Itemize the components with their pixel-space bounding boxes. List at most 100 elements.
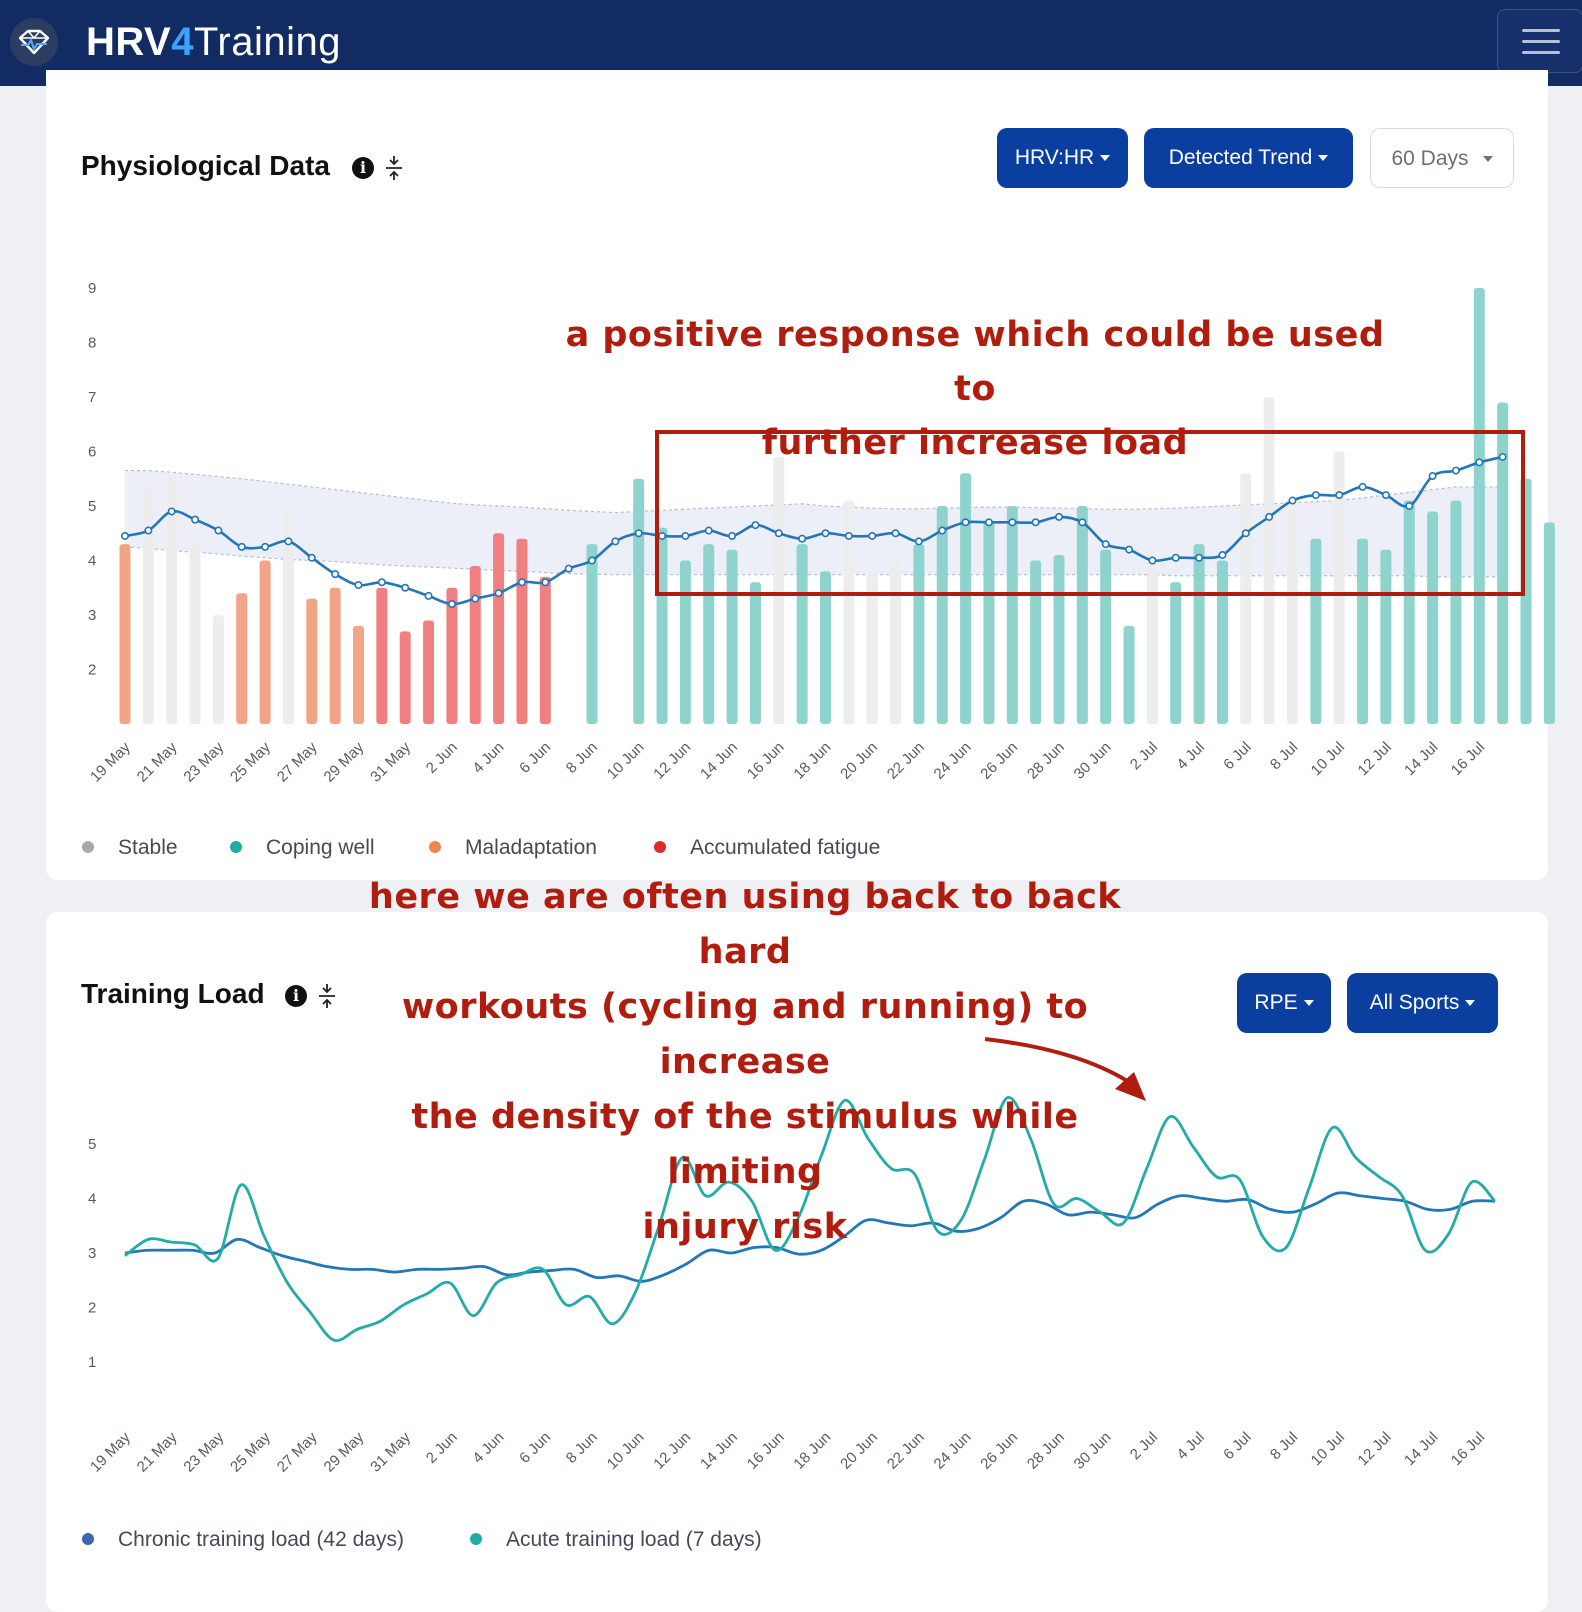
bar-coping [1123, 625, 1135, 724]
rpe-dropdown-button[interactable]: RPE [1237, 973, 1331, 1033]
trend-dropdown-button[interactable]: Detected Trend [1144, 128, 1353, 188]
bar-fatigue [469, 565, 481, 724]
caret-down-icon [1303, 1000, 1314, 1007]
x-tick-label: 8 Jul [1267, 1429, 1301, 1463]
x-tick-label: 16 Jul [1448, 1429, 1488, 1469]
trend-point [354, 581, 363, 590]
trend-point [587, 556, 596, 565]
app-logo-icon[interactable] [10, 18, 58, 66]
x-tick-label: 16 Jun [744, 1429, 788, 1473]
annotation-line: injury risk [642, 1207, 848, 1247]
y-tick-label: 8 [88, 335, 96, 352]
y-tick-label: 1 [88, 1354, 96, 1371]
annotation-back-to-back: here we are often using back to back har… [330, 870, 1160, 1255]
caret-down-icon [1100, 155, 1111, 162]
y-tick-label: 9 [88, 280, 96, 297]
bar-fatigue [376, 587, 388, 724]
bar-maladaptation [259, 560, 271, 724]
x-tick-label: 2 Jun [423, 1429, 461, 1467]
trend-point [494, 589, 503, 598]
x-tick-label: 6 Jun [516, 1429, 554, 1467]
caret-down-icon [1318, 155, 1329, 162]
bar-fatigue [399, 631, 411, 724]
legend-dot-acute [470, 1533, 482, 1545]
x-tick-label: 27 May [274, 1428, 321, 1475]
bar-coping [679, 560, 691, 724]
legend-accumulated-fatigue[interactable]: Accumulated fatigue [690, 836, 881, 859]
hamburger-menu-button[interactable] [1497, 9, 1582, 73]
menu-icon [1522, 40, 1560, 43]
trend-point [471, 594, 480, 603]
bar-fatigue [423, 620, 435, 724]
brand-title[interactable]: HRV4Training [86, 16, 341, 68]
annotation-line: here we are often using back to back har… [368, 877, 1122, 972]
x-tick-label: 10 Jun [604, 1429, 648, 1473]
bar-stable [142, 484, 154, 724]
bar-maladaptation [353, 625, 364, 724]
info-icon[interactable]: i [352, 157, 374, 179]
x-tick-label: 19 May [87, 1428, 134, 1475]
x-tick-label: 21 May [134, 1428, 181, 1475]
bar-coping [1053, 555, 1065, 724]
x-tick-label: 6 Jul [1220, 1429, 1254, 1463]
legend-coping-well[interactable]: Coping well [266, 836, 375, 859]
x-tick-label: 12 Jun [650, 1429, 694, 1473]
y-tick-label: 2 [88, 662, 96, 679]
trend-point [214, 526, 223, 535]
trend-point [424, 591, 433, 600]
x-tick-label: 24 Jun [931, 1429, 975, 1473]
bar-coping [1030, 560, 1042, 724]
trend-point [401, 583, 410, 592]
training-load-title: Training Load [81, 978, 265, 1009]
legend-maladaptation[interactable]: Maladaptation [465, 836, 597, 859]
legend-dot-maladaptation [429, 841, 441, 853]
bar-maladaptation [236, 593, 248, 724]
trend-dropdown-label: Detected Trend [1168, 146, 1313, 169]
trend-point [144, 526, 153, 535]
legend-acute-load[interactable]: Acute training load (7 days) [506, 1528, 762, 1551]
collapse-icon[interactable] [384, 155, 404, 181]
trend-point [517, 578, 526, 587]
info-icon[interactable]: i [285, 985, 307, 1007]
x-tick-label: 8 Jun [563, 1429, 601, 1467]
trend-point [564, 564, 573, 573]
range-dropdown-label: 60 Days [1391, 147, 1469, 170]
x-tick-label: 14 Jul [1401, 1429, 1441, 1469]
bar-coping [586, 544, 598, 724]
brand-part-4: 4 [171, 20, 194, 64]
bar-stable [890, 555, 902, 724]
range-dropdown-button[interactable]: 60 Days [1370, 128, 1514, 188]
legend-dot-chronic [82, 1533, 94, 1545]
trend-point [261, 542, 270, 551]
x-tick-label: 26 Jun [977, 1429, 1021, 1473]
bar-coping [1543, 522, 1555, 724]
x-tick-label: 30 Jun [1071, 1429, 1115, 1473]
caret-down-icon [1482, 156, 1493, 163]
bar-maladaptation [119, 544, 131, 724]
bar-coping [1216, 560, 1228, 724]
collapse-icon[interactable] [317, 983, 337, 1009]
trend-point [634, 529, 643, 538]
trend-point [447, 600, 456, 609]
y-tick-label: 3 [88, 607, 96, 624]
x-tick-label: 31 May [367, 1428, 414, 1475]
legend-stable[interactable]: Stable [118, 836, 178, 859]
bar-stable [166, 478, 178, 724]
x-tick-label: 2 Jul [1127, 1429, 1161, 1463]
bar-maladaptation [306, 598, 318, 724]
trend-point [541, 578, 550, 587]
legend-chronic-load[interactable]: Chronic training load (42 days) [118, 1528, 404, 1551]
x-tick-label: 29 May [321, 1428, 368, 1475]
bar-stable [189, 544, 201, 724]
y-tick-label: 7 [88, 389, 96, 406]
bar-coping [1170, 582, 1182, 724]
sports-dropdown-button[interactable]: All Sports [1347, 973, 1498, 1033]
menu-icon [1522, 51, 1560, 54]
bar-fatigue [493, 533, 505, 724]
metric-dropdown-button[interactable]: HRV:HR [997, 128, 1128, 188]
x-tick-label: 10 Jul [1308, 1429, 1348, 1469]
bar-coping [820, 571, 831, 724]
bar-fatigue [446, 587, 458, 724]
annotation-line: a positive response which could be used … [565, 315, 1385, 409]
y-tick-label: 6 [88, 444, 96, 461]
